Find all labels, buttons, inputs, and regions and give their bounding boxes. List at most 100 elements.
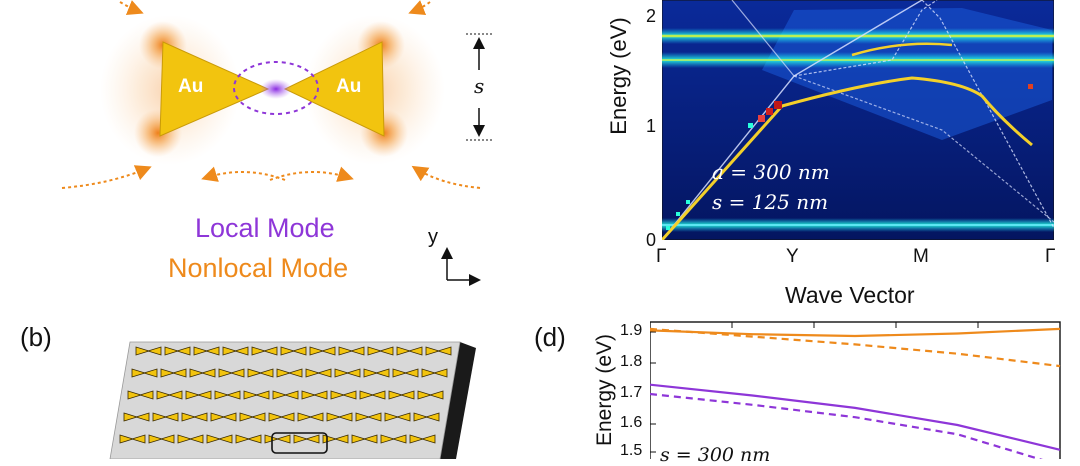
bowtie-right-triangle (254, 390, 270, 400)
bowtie-left-triangle (355, 412, 371, 422)
dispersion-plot (650, 321, 1061, 459)
bowtie-right-triangle (258, 368, 274, 378)
substrate-side (440, 342, 476, 459)
bowtie-right-triangle (403, 368, 419, 378)
bowtie-right-triangle (134, 412, 150, 422)
bowtie-right-triangle (291, 346, 307, 356)
xtick-gamma-right: Γ (1045, 246, 1056, 267)
cone-dot-1 (666, 226, 670, 230)
bowtie-right-triangle (188, 434, 204, 444)
bowtie-left-triangle (127, 390, 143, 400)
bowtie-right-triangle (312, 390, 328, 400)
bowtie-right-triangle (420, 434, 436, 444)
bowtie-right-triangle (262, 346, 278, 356)
bowtie-right-triangle (159, 434, 175, 444)
plasmon-band-upper (851, 42, 953, 57)
gold-triangle-left (159, 41, 270, 137)
bowtie-left-triangle (359, 390, 375, 400)
bowtie-left-triangle (421, 368, 437, 378)
band-structure-plot (662, 0, 1054, 240)
bowtie-right-triangle (320, 346, 336, 356)
bowtie-left-triangle (148, 434, 164, 444)
bowtie-right-triangle (370, 390, 386, 400)
bowtie-left-triangle (214, 390, 230, 400)
nonlocal-arrow-top-left (119, 0, 144, 15)
dispersion-series-2 (650, 383, 1061, 451)
bowtie-right-triangle (436, 346, 452, 356)
bowtie-right-triangle (362, 434, 378, 444)
bowtie-right-triangle (233, 346, 249, 356)
bowtie-right-triangle (337, 412, 353, 422)
ytick-d-0: 1.9 (620, 322, 643, 339)
bowtie-right-triangle (283, 390, 299, 400)
bowtie-schematic (61, 0, 492, 286)
gap-symbol: s (474, 74, 485, 98)
panel-c-xlabel: Wave Vector (785, 282, 915, 308)
panel-b-label: (b) (20, 322, 52, 352)
local-hotspot (260, 79, 292, 99)
panel-b: (b) (0, 300, 520, 459)
axis-y-label: y (428, 226, 438, 248)
panel-d-param: s = 300 nm (660, 444, 771, 466)
bowtie-left-triangle (280, 346, 296, 356)
nonlocal-arrow-center-left (201, 166, 286, 182)
bowtie-right-triangle (138, 390, 154, 400)
bowtie-right-triangle (167, 390, 183, 400)
bowtie-right-triangle (175, 346, 191, 356)
bowtie-left-triangle (156, 390, 172, 400)
dispersion-series-3 (650, 392, 1043, 459)
bowtie-left-triangle (276, 368, 292, 378)
bowtie-left-triangle (152, 412, 168, 422)
bowtie-right-triangle (163, 412, 179, 422)
bowtie-right-triangle (250, 412, 266, 422)
nonlocal-mode-label: Nonlocal Mode (168, 253, 349, 283)
bowtie-right-triangle (391, 434, 407, 444)
bowtie-left-triangle (160, 368, 176, 378)
bowtie-right-triangle (341, 390, 357, 400)
param-s: s = 125 nm (712, 190, 829, 214)
bowtie-right-triangle (196, 390, 212, 400)
bowtie-right-triangle (378, 346, 394, 356)
ytick-2: 2 (646, 6, 657, 26)
bowtie-left-triangle (268, 412, 284, 422)
xtick-y: Y (786, 246, 799, 267)
bowtie-right-triangle (275, 434, 291, 444)
bowtie-left-triangle (193, 346, 209, 356)
bowtie-right-triangle (345, 368, 361, 378)
bowtie-right-triangle (424, 412, 440, 422)
ytick-d-4: 1.5 (620, 442, 643, 459)
bowtie-right-triangle (374, 368, 390, 378)
bowtie-left-triangle (243, 390, 259, 400)
bowtie-right-triangle (217, 434, 233, 444)
bowtie-left-triangle (334, 368, 350, 378)
bowtie-left-triangle (425, 346, 441, 356)
bowtie-left-triangle (239, 412, 255, 422)
cone-dot-2 (676, 212, 680, 216)
bowtie-left-triangle (301, 390, 317, 400)
bowtie-left-triangle (413, 412, 429, 422)
panel-d: (d) Energy (eV) 1.9 1.8 1.7 1.6 1.5 s = … (520, 300, 1080, 466)
ytick-d-3: 1.6 (620, 414, 643, 431)
gold-label-right: Au (336, 76, 362, 97)
unit-cell-highlight (271, 432, 328, 454)
bowtie-right-triangle (316, 368, 332, 378)
light-line-2 (731, 0, 795, 77)
bowtie-left-triangle (409, 434, 425, 444)
bowtie-right-triangle (428, 390, 444, 400)
panel-d-label: (d) (534, 322, 566, 352)
hotspot-mark-2 (766, 108, 773, 115)
bowtie-left-triangle (380, 434, 396, 444)
bowtie-right-triangle (279, 412, 295, 422)
bowtie-left-triangle (326, 412, 342, 422)
bowtie-right-triangle (308, 412, 324, 422)
local-mode-ellipse (233, 61, 319, 115)
bowtie-left-triangle (210, 412, 226, 422)
panel-d-ylabel: Energy (eV) (593, 333, 616, 447)
bowtie-left-triangle (189, 368, 205, 378)
ytick-d-1: 1.8 (620, 353, 643, 370)
gold-label-left: Au (178, 76, 204, 97)
bowtie-right-triangle (142, 368, 158, 378)
cone-dot-3 (686, 200, 690, 204)
bowtie-left-triangle (297, 412, 313, 422)
bowtie-right-triangle (333, 434, 349, 444)
